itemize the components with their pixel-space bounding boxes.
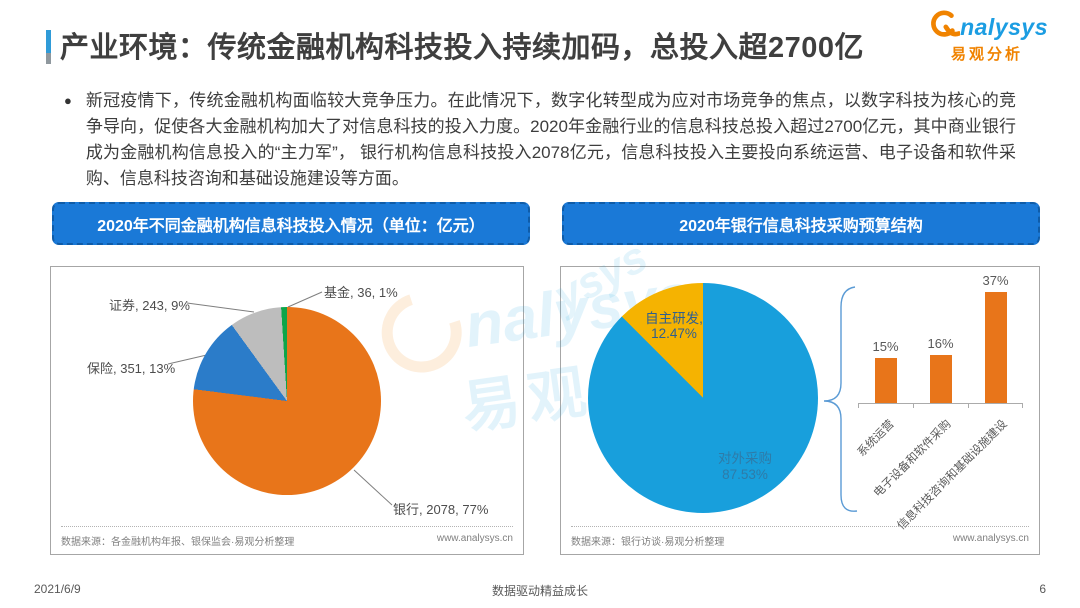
axis-tick xyxy=(858,404,859,408)
right-chart-panel: 自主研发, 12.47% 对外采购 87.53% 15% 16% 37% 系统运… xyxy=(560,266,1040,555)
bar-consulting-infra xyxy=(984,292,1007,403)
pie-label-self-developed: 自主研发, xyxy=(645,311,703,326)
pie-label-insurance: 保险, 351, 13% xyxy=(87,361,176,376)
page-title: 产业环境：传统金融机构科技投入持续加码，总投入超2700亿 xyxy=(60,32,865,64)
bar-system-ops xyxy=(874,358,897,403)
footer-page-number: 6 xyxy=(1039,582,1046,596)
procurement-pie-chart xyxy=(588,283,818,513)
right-source-text: 数据来源：银行访谈·易观分析整理 xyxy=(571,537,725,548)
summary-bullet: ● 新冠疫情下，传统金融机构面临较大竞争压力。在此情况下，数字化转型成为应对市场… xyxy=(64,88,1016,192)
pie-label-fund: 基金, 36, 1% xyxy=(324,285,398,300)
pie-pct-external-procurement: 87.53% xyxy=(722,467,768,482)
institutions-pie-chart xyxy=(193,307,381,495)
right-website-text: www.analysys.cn xyxy=(952,533,1029,544)
procurement-bar-chart: 15% 16% 37% xyxy=(858,267,1023,404)
bar-group-hardware-software: 16% xyxy=(927,336,954,403)
footer-slogan: 数据驱动精益成长 xyxy=(491,584,588,598)
left-website-text: www.analysys.cn xyxy=(436,533,513,544)
bar-group-consulting-infra: 37% xyxy=(982,273,1009,403)
bar-value-label: 37% xyxy=(982,273,1009,288)
pie-leader-lines xyxy=(167,291,393,506)
analysys-logo: nalysys 易观分析 xyxy=(926,10,1048,62)
curly-brace xyxy=(823,286,858,512)
axis-tick xyxy=(913,404,914,408)
left-chart-banner: 2020年不同金融机构信息科技投入情况（单位：亿元） xyxy=(52,202,530,245)
left-chart-panel: 基金, 36, 1% 证券, 243, 9% 保险, 351, 13% 银行, … xyxy=(50,266,524,555)
summary-text: 新冠疫情下，传统金融机构面临较大竞争压力。在此情况下，数字化转型成为应对市场竞争… xyxy=(85,91,1016,188)
bullet-icon: ● xyxy=(64,93,72,108)
logo-brand-chinese: 易观分析 xyxy=(951,46,1024,63)
left-source-text: 数据来源：各金融机构年报、银保监会·易观分析整理 xyxy=(61,537,295,548)
bar-value-label: 16% xyxy=(927,336,954,351)
footer-date: 2021/6/9 xyxy=(34,582,81,596)
bar-value-label: 15% xyxy=(872,339,899,354)
pie-label-bank: 银行, 2078, 77% xyxy=(393,502,489,517)
pie-label-securities: 证券, 243, 9% xyxy=(109,298,190,313)
bar-hardware-software xyxy=(929,355,952,403)
analysys-a-swirl-icon xyxy=(926,10,962,44)
left-source-row: 数据来源：各金融机构年报、银保监会·易观分析整理 www.analysys.cn xyxy=(61,526,513,548)
pie-label-external-procurement: 对外采购 xyxy=(718,451,772,466)
bar-category-consulting-infra: 信息科技咨询和基础设施建设 xyxy=(895,418,1010,533)
axis-tick xyxy=(968,404,969,408)
pie-pct-self-developed: 12.47% xyxy=(651,326,697,341)
right-chart-banner: 2020年银行信息科技采购预算结构 xyxy=(562,202,1040,245)
right-source-row: 数据来源：银行访谈·易观分析整理 www.analysys.cn xyxy=(571,526,1029,548)
bar-group-system-ops: 15% xyxy=(872,339,899,403)
logo-brand-text: nalysys xyxy=(960,13,1048,40)
axis-tick xyxy=(1022,404,1023,408)
title-accent-bar xyxy=(46,30,51,64)
